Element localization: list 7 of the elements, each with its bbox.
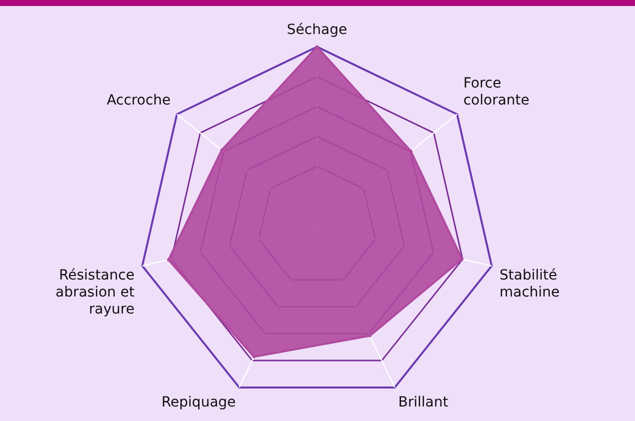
spoke-label: Accroche	[106, 92, 171, 109]
spoke-label: Force colorante	[463, 76, 530, 109]
spoke-label: Stabilité machine	[500, 268, 560, 300]
spoke-label: Résistance abrasion et rayure	[56, 268, 135, 318]
spoke-label: Séchage	[286, 22, 348, 38]
spoke-label: Repiquage	[161, 394, 236, 411]
spoke-label: Brillant	[398, 394, 449, 411]
